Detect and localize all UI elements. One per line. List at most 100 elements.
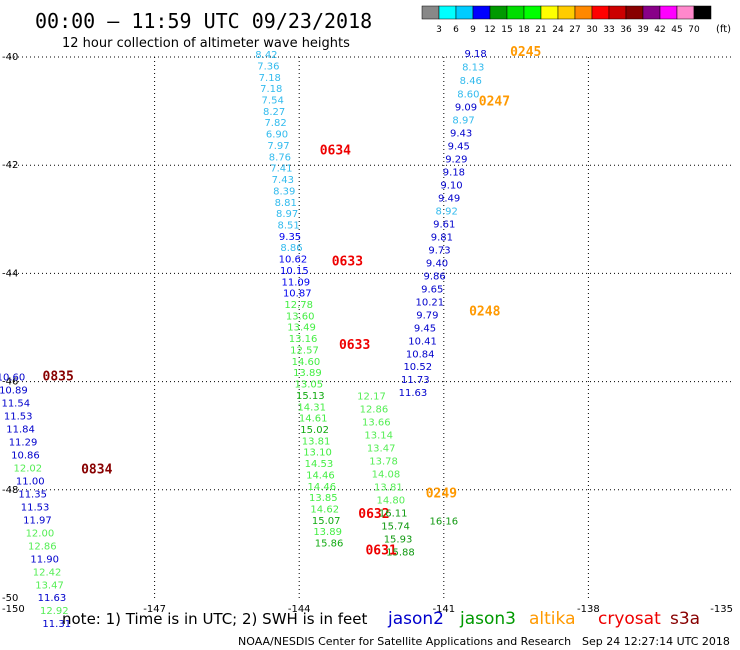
color-scale-label: 30 <box>586 25 598 35</box>
color-scale-label: 36 <box>620 25 632 35</box>
data-point-label: 13.16 <box>289 334 318 345</box>
data-point-label: 11.90 <box>30 554 59 565</box>
pass-time-label: 0834 <box>81 463 112 478</box>
data-point-label: 15.02 <box>300 425 329 436</box>
satellite-legend: jason2 jason3 altika cryosat s3a <box>387 609 700 629</box>
data-point-label: 14.08 <box>372 469 401 480</box>
data-point-label: 11.31 <box>42 619 71 630</box>
data-point-label: 8.81 <box>275 198 297 209</box>
data-point-label: 7.82 <box>264 118 286 129</box>
data-point-label: 7.54 <box>262 96 284 107</box>
data-point-label: 7.36 <box>257 61 279 72</box>
color-scale-unit: (ft) <box>716 24 731 35</box>
data-point-label: 11.73 <box>401 375 430 386</box>
color-swatch <box>489 5 508 20</box>
pass-time-label: 0634 <box>320 143 351 158</box>
data-point-label: 8.39 <box>273 186 295 197</box>
color-swatch <box>523 5 542 20</box>
data-point-label: 11.63 <box>38 593 67 604</box>
data-point-label: 11.53 <box>21 502 50 513</box>
data-point-label: 13.89 <box>293 368 322 379</box>
data-point-label: 9.73 <box>428 245 450 256</box>
pass-time-label: 0247 <box>479 95 510 110</box>
data-point-label: 13.47 <box>367 443 396 454</box>
data-point-label: 7.18 <box>260 84 282 95</box>
data-point-label: 8.51 <box>277 220 299 231</box>
color-scale-label: 27 <box>569 25 580 35</box>
legend-item-cryosat: cryosat <box>598 609 661 629</box>
color-scale-label: 9 <box>470 25 476 35</box>
color-swatch <box>574 5 593 20</box>
color-swatch <box>642 5 661 20</box>
footer-credit: NOAA/NESDIS Center for Satellite Applica… <box>238 635 571 648</box>
data-point-label: 13.60 <box>286 311 315 322</box>
data-point-label: 12.00 <box>26 528 55 539</box>
legend-item-altika: altika <box>529 609 576 629</box>
color-scale-label: 45 <box>671 25 682 35</box>
data-point-label: 15.13 <box>296 391 325 402</box>
data-point-label: 10.21 <box>416 297 445 308</box>
color-swatch <box>506 5 525 20</box>
data-point-label: 14.53 <box>305 459 334 470</box>
data-point-label: 16.11 <box>379 508 408 519</box>
data-point-label: 13.10 <box>303 448 332 459</box>
data-point-label: 13.05 <box>295 380 324 391</box>
data-point-label: 13.49 <box>287 323 316 334</box>
color-scale-label: 21 <box>535 25 546 35</box>
data-point-label: 13.81 <box>374 482 403 493</box>
series-jason2: 9.188.138.468.609.098.979.439.459.299.18… <box>399 49 487 399</box>
data-point-label: 9.65 <box>421 284 443 295</box>
pass-time-label: 0631 <box>365 544 396 559</box>
data-point-label: 14.46 <box>306 470 335 481</box>
color-scale-label: 12 <box>484 25 495 35</box>
footer-timestamp: Sep 24 12:27:14 UTC 2018 <box>582 635 730 648</box>
data-point-label: 9.10 <box>440 180 462 191</box>
data-point-label: 8.92 <box>436 206 458 217</box>
data-point-label: 9.29 <box>445 154 467 165</box>
data-point-label: 9.45 <box>448 142 470 153</box>
data-point-label: 10.62 <box>279 255 308 266</box>
color-scale-label: 33 <box>603 25 614 35</box>
color-scale-label: 15 <box>501 25 512 35</box>
data-point-label: 12.78 <box>284 300 313 311</box>
data-point-label: 14.61 <box>299 414 328 425</box>
y-tick-label: -48 <box>2 485 18 496</box>
color-scale-label: 3 <box>436 25 442 35</box>
data-point-label: 13.78 <box>369 456 398 467</box>
data-point-label: 10.52 <box>403 362 432 373</box>
data-point-label: 9.49 <box>438 193 460 204</box>
color-swatch <box>591 5 610 20</box>
data-point-label: 10.87 <box>283 289 312 300</box>
color-swatch <box>659 5 678 20</box>
pass-time-label: 0245 <box>510 45 541 60</box>
data-point-label: 9.61 <box>433 219 455 230</box>
data-point-label: 11.97 <box>23 515 52 526</box>
legend-item-jason3: jason3 <box>459 609 516 629</box>
x-tick-label: -144 <box>288 604 311 615</box>
x-tick-label: -147 <box>143 604 166 615</box>
chart-subtitle: 12 hour collection of altimeter wave hei… <box>62 36 350 51</box>
data-point-label: 13.89 <box>313 527 342 538</box>
data-point-label: 11.09 <box>282 277 311 288</box>
data-point-label: 8.42 <box>255 50 277 61</box>
color-scale-label: 42 <box>654 25 665 35</box>
data-point-label: 12.92 <box>40 606 69 617</box>
pass-time-label: 0835 <box>43 370 74 385</box>
data-point-label: 14.31 <box>297 402 326 413</box>
color-scale-label: 70 <box>688 25 700 35</box>
data-point-label: 9.79 <box>416 310 438 321</box>
data-point-label: 10.84 <box>406 349 435 360</box>
data-point-label: 13.47 <box>35 580 64 591</box>
data-point-label: 7.18 <box>259 73 281 84</box>
legend-item-s3a: s3a <box>670 609 700 629</box>
data-point-label: 8.13 <box>462 63 484 74</box>
data-point-label: 14.80 <box>376 495 405 506</box>
data-point-label: 15.74 <box>381 521 410 532</box>
data-point-label: 9.18 <box>464 49 486 60</box>
color-scale-label: 39 <box>637 25 649 35</box>
plot-area: -150 -147 -144 -141 -138 -135 -40 -42 -44 -46 -48 -… <box>0 45 733 630</box>
data-point-label: 16.16 <box>429 516 458 527</box>
data-point-label: 8.76 <box>269 152 291 163</box>
data-point-label: 15.07 <box>312 516 341 527</box>
